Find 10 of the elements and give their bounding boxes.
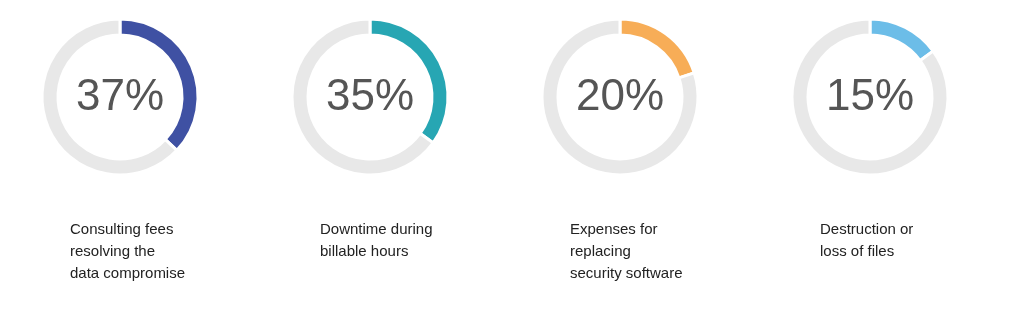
donut-slice [540, 17, 700, 177]
text: Expenses for replacing security software [570, 220, 683, 281]
text: Destruction or loss of files [820, 220, 914, 259]
data-label: 20% [575, 70, 665, 119]
text: Downtime during billable hours [320, 220, 433, 259]
donut-slice [790, 17, 950, 177]
data-label: 15% [825, 70, 915, 119]
text: Consulting fees resolving the data compromise [70, 220, 186, 281]
data-label: 35% [325, 70, 415, 119]
data-label: 37% [75, 70, 165, 119]
